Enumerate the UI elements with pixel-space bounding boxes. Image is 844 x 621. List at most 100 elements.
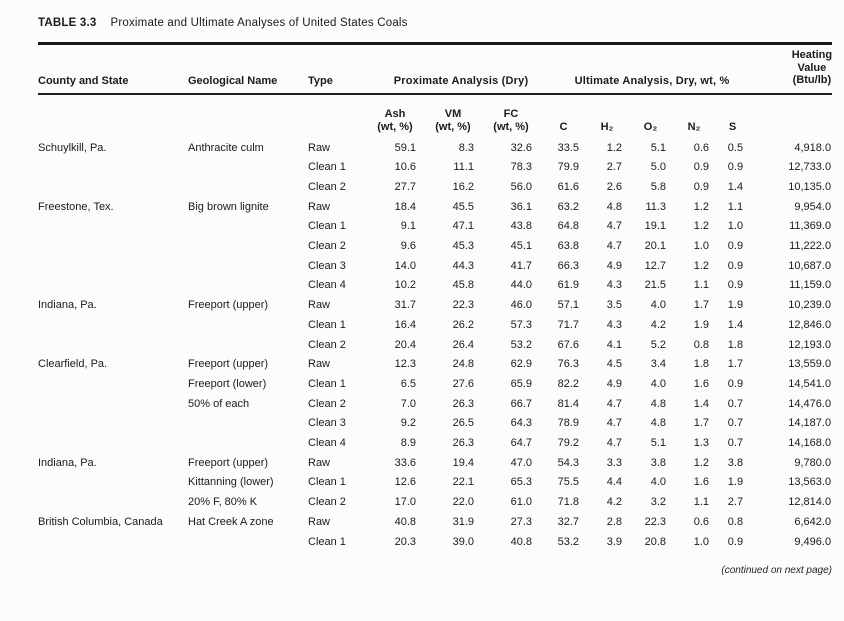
cell-sulfur: 1.1 (727, 200, 744, 213)
cell-fc: 45.1 (510, 240, 533, 253)
cell-heating-value: 13,563.0 (788, 476, 832, 489)
cell-oxygen: 5.1 (650, 141, 667, 154)
heating-value-label: Heating Value (Btu/lb) (791, 49, 833, 86)
cell-sulfur: 0.9 (727, 377, 744, 390)
cell-county-and-state (38, 237, 188, 257)
cell-vm: 19.4 (452, 456, 474, 469)
cell-geological-name (188, 158, 308, 178)
cell-fc: 53.2 (510, 338, 533, 351)
col-header-hydrogen: H₂ (600, 120, 614, 133)
cell-hydrogen: 4.5 (606, 358, 623, 371)
cell-vm: 22.3 (452, 299, 474, 312)
col-header-vm: VM (wt, %) (435, 107, 471, 133)
cell-geological-name (188, 257, 308, 277)
cell-oxygen: 3.8 (650, 456, 667, 469)
cell-nitrogen: 1.6 (693, 377, 710, 390)
cell-nitrogen: 0.6 (693, 515, 710, 528)
cell-sulfur: 1.9 (727, 299, 744, 312)
cell-ash: 20.4 (394, 338, 416, 351)
cell-heating-value: 12,733.0 (788, 161, 832, 174)
cell-geological-name (188, 237, 308, 257)
cell-heating-value: 11,222.0 (789, 240, 832, 253)
cell-sulfur: 2.7 (727, 496, 744, 509)
cell-nitrogen: 1.6 (693, 476, 710, 489)
table-row: Freeport (lower) Clean 1 6.5 27.6 65.9 8… (38, 375, 832, 395)
cell-fc: 64.7 (510, 437, 533, 450)
cell-fc: 66.7 (510, 397, 533, 410)
cell-vm: 31.9 (452, 515, 474, 528)
scanned-page: TABLE 3.3 Proximate and Ultimate Analyses… (0, 17, 844, 621)
cell-ash: 18.4 (394, 200, 416, 213)
cell-ash: 8.9 (400, 437, 416, 450)
table-row: Clean 1 20.3 39.0 40.8 53.2 3.9 20.8 1.0… (38, 533, 832, 553)
continued-note: (continued on next page) (721, 565, 832, 577)
cell-nitrogen: 1.1 (693, 279, 710, 292)
cell-vm: 11.1 (453, 161, 474, 174)
spacer-type (308, 94, 374, 139)
col-header-nitrogen: N₂ (687, 120, 701, 133)
cell-ash: 27.7 (394, 180, 416, 193)
cell-hydrogen: 4.7 (606, 437, 623, 450)
cell-geological-name: Freeport (upper) (188, 299, 269, 312)
cell-oxygen: 22.3 (644, 515, 667, 528)
col-header-county-and-state: County and State (38, 44, 188, 95)
cell-sulfur: 0.9 (727, 161, 744, 174)
cell-ash: 10.6 (394, 161, 416, 174)
table-row: Clean 2 20.4 26.4 53.2 67.6 4.1 5.2 0.8 … (38, 336, 832, 356)
cell-nitrogen: 0.9 (693, 180, 710, 193)
cell-sulfur: 1.0 (727, 220, 744, 233)
cell-county-and-state (38, 395, 188, 415)
table-row: Clean 3 9.2 26.5 64.3 78.9 4.7 4.8 1.7 0… (38, 414, 832, 434)
cell-heating-value: 14,541.0 (788, 377, 832, 390)
cell-ash: 16.4 (394, 318, 416, 331)
table-header: County and State Geological Name Type Pr… (38, 44, 833, 139)
cell-nitrogen: 1.3 (693, 437, 710, 450)
cell-nitrogen: 1.9 (693, 318, 710, 331)
cell-oxygen: 4.2 (650, 318, 667, 331)
table-number: TABLE 3.3 (38, 17, 97, 29)
cell-geological-name (188, 533, 308, 553)
cell-type: Clean 1 (308, 220, 346, 233)
cell-ash: 59.1 (394, 141, 416, 154)
cell-nitrogen: 0.8 (693, 338, 710, 351)
cell-ash: 12.3 (394, 358, 416, 371)
cell-heating-value: 11,369.0 (789, 220, 832, 233)
cell-carbon: 57.1 (557, 299, 580, 312)
cell-vm: 22.0 (452, 496, 474, 509)
cell-sulfur: 0.9 (727, 259, 744, 272)
cell-oxygen: 4.0 (650, 377, 667, 390)
cell-type: Clean 2 (308, 240, 346, 253)
cell-county-and-state (38, 533, 188, 553)
cell-county-and-state (38, 414, 188, 434)
cell-sulfur: 0.7 (727, 397, 744, 410)
cell-heating-value: 14,187.0 (788, 417, 832, 430)
cell-oxygen: 11.3 (645, 200, 667, 213)
cell-ash: 33.6 (394, 456, 416, 469)
top-rule (38, 42, 832, 45)
cell-fc: 64.3 (510, 417, 533, 430)
cell-ash: 12.6 (394, 476, 416, 489)
table-row: 50% of each Clean 2 7.0 26.3 66.7 81.4 4… (38, 395, 832, 415)
table-row: Schuylkill, Pa. Anthracite culm Raw 59.1… (38, 139, 832, 159)
cell-hydrogen: 4.8 (606, 200, 623, 213)
cell-county-and-state (38, 217, 188, 237)
cell-county-and-state (38, 276, 188, 296)
cell-county-and-state (38, 316, 188, 336)
cell-fc: 47.0 (510, 456, 533, 469)
cell-heating-value: 11,159.0 (789, 279, 832, 292)
cell-type: Clean 2 (308, 397, 346, 410)
cell-carbon: 63.8 (557, 240, 580, 253)
cell-type: Clean 2 (308, 338, 346, 351)
cell-hydrogen: 4.4 (606, 476, 623, 489)
cell-type: Clean 4 (308, 279, 346, 292)
cell-oxygen: 21.5 (644, 279, 667, 292)
cell-sulfur: 0.9 (727, 240, 744, 253)
cell-oxygen: 4.0 (650, 476, 667, 489)
cell-hydrogen: 1.2 (606, 141, 623, 154)
cell-county-and-state (38, 375, 188, 395)
cell-vm: 39.0 (452, 535, 474, 548)
cell-fc: 78.3 (510, 161, 533, 174)
cell-carbon: 78.9 (557, 417, 580, 430)
cell-fc: 56.0 (510, 180, 533, 193)
cell-type: Clean 1 (308, 377, 346, 390)
